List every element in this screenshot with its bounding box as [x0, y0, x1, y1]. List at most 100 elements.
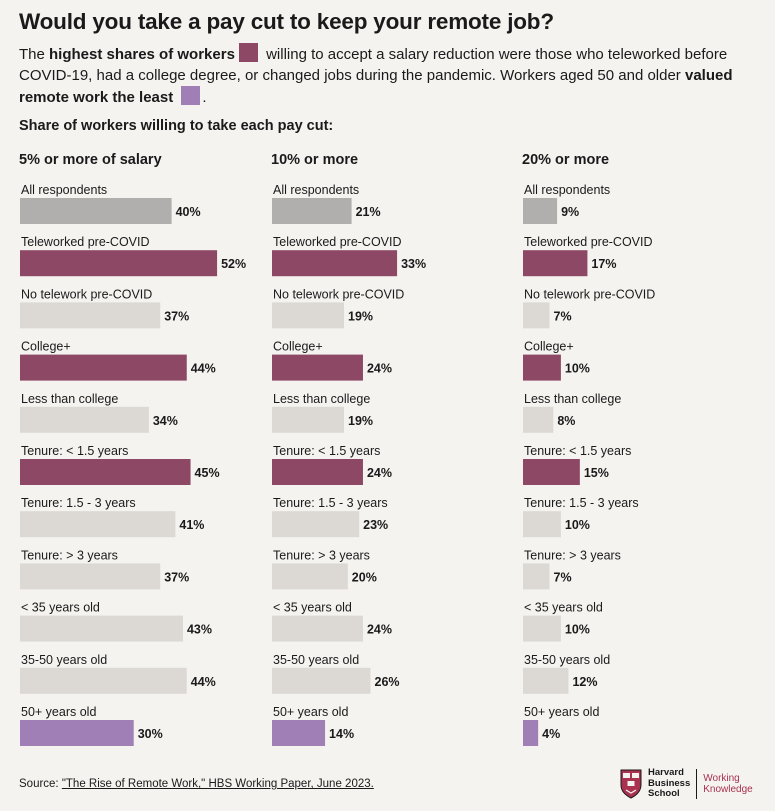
subtitle-bold-2: valued remote work the least — [19, 67, 733, 106]
high-share-swatch — [238, 43, 258, 62]
bar-5pct — [20, 563, 161, 590]
bar-category-label-20pct: Tenure: < 1.5 years — [524, 444, 631, 458]
bar-value-label-5pct: 37% — [164, 570, 189, 584]
bar-value-label-20pct: 7% — [554, 309, 572, 323]
bar-20pct — [523, 459, 580, 485]
subtitle-bold-1: highest shares of workers — [49, 46, 235, 63]
bar-category-label-5pct: Teleworked pre-COVID — [21, 235, 150, 249]
bar-20pct — [523, 198, 558, 224]
bar-5pct — [20, 511, 176, 538]
column-title-5pct: 5% or more of salary — [19, 152, 162, 168]
bar-category-label-5pct: 50+ years old — [21, 705, 96, 719]
bar-value-label-20pct: 12% — [572, 675, 597, 689]
bar-20pct — [523, 250, 588, 277]
bar-value-label-5pct: 34% — [153, 414, 178, 428]
bar-category-label-20pct: Tenure: 1.5 - 3 years — [524, 496, 639, 510]
bar-category-label-20pct: 35-50 years old — [524, 653, 610, 667]
bar-value-label-20pct: 8% — [557, 414, 575, 428]
bar-20pct — [523, 615, 561, 642]
bar-category-label-10pct: 35-50 years old — [273, 653, 359, 667]
bar-value-label-5pct: 44% — [191, 675, 216, 689]
bar-value-label-20pct: 10% — [565, 518, 590, 532]
bar-value-label-10pct: 26% — [375, 675, 400, 689]
bar-category-label-20pct: Less than college — [524, 392, 621, 406]
bar-5pct — [20, 720, 134, 746]
wk-line-1: Working — [703, 773, 740, 784]
bar-category-label-10pct: All respondents — [273, 183, 359, 197]
bar-20pct — [523, 302, 550, 329]
bar-value-label-5pct: 52% — [221, 257, 246, 271]
bar-category-label-20pct: All respondents — [524, 183, 610, 197]
bar-category-label-5pct: Tenure: 1.5 - 3 years — [21, 496, 136, 510]
bar-category-label-10pct: Teleworked pre-COVID — [273, 235, 402, 249]
bar-10pct — [272, 302, 345, 329]
bar-value-label-10pct: 24% — [367, 362, 392, 376]
bar-category-label-20pct: 50+ years old — [524, 705, 599, 719]
bar-category-label-5pct: < 35 years old — [21, 601, 100, 615]
bar-category-label-20pct: Tenure: > 3 years — [524, 548, 621, 562]
bar-10pct — [272, 667, 371, 694]
bar-value-label-10pct: 24% — [367, 466, 392, 480]
bar-5pct — [20, 615, 183, 642]
bar-value-label-20pct: 7% — [554, 570, 572, 584]
bar-category-label-10pct: Tenure: 1.5 - 3 years — [273, 496, 388, 510]
column-title-20pct: 20% or more — [522, 152, 610, 168]
bar-value-label-10pct: 21% — [356, 205, 381, 219]
column-title-10pct: 10% or more — [271, 152, 359, 168]
bar-5pct — [20, 250, 218, 277]
bar-category-label-5pct: Tenure: < 1.5 years — [21, 444, 128, 458]
bar-10pct — [272, 511, 360, 538]
bar-value-label-5pct: 30% — [138, 727, 163, 741]
bar-category-label-5pct: College+ — [21, 340, 71, 354]
bar-category-label-10pct: Tenure: < 1.5 years — [273, 444, 380, 458]
bar-value-label-10pct: 23% — [363, 518, 388, 532]
bar-category-label-10pct: 50+ years old — [273, 705, 348, 719]
bar-value-label-5pct: 40% — [176, 205, 201, 219]
hbs-wordmark: Harvard Business School — [648, 768, 690, 800]
bar-category-label-5pct: No telework pre-COVID — [21, 287, 152, 301]
bar-category-label-20pct: < 35 years old — [524, 601, 603, 615]
bar-5pct — [20, 406, 149, 433]
bar-category-label-10pct: College+ — [273, 340, 323, 354]
bar-value-label-5pct: 37% — [164, 309, 189, 323]
bar-10pct — [272, 720, 326, 746]
subtitle-text-2: willing to accept a salary reduction wer… — [19, 46, 728, 84]
low-share-swatch — [181, 86, 201, 105]
bar-5pct — [20, 354, 187, 381]
bar-value-label-20pct: 15% — [584, 466, 609, 480]
bar-category-label-5pct: All respondents — [21, 183, 107, 197]
source-prefix: Source: — [19, 778, 62, 790]
bar-20pct — [523, 406, 554, 433]
hbs-line-3: School — [648, 788, 680, 800]
bar-10pct — [272, 615, 363, 642]
hbs-line-1: Harvard — [648, 767, 684, 779]
subtitle-text-3: . — [202, 89, 207, 106]
bar-category-label-20pct: College+ — [524, 340, 574, 354]
hbs-line-2: Business — [648, 777, 691, 789]
bar-category-label-20pct: No telework pre-COVID — [524, 287, 655, 301]
bar-value-label-5pct: 45% — [195, 466, 220, 480]
bar-value-label-5pct: 41% — [179, 518, 204, 532]
bar-value-label-20pct: 17% — [591, 257, 616, 271]
bar-20pct — [523, 720, 539, 746]
wk-line-2: Knowledge — [703, 784, 753, 795]
bar-value-label-10pct: 14% — [329, 727, 354, 741]
bar-5pct — [20, 302, 161, 329]
bar-10pct — [272, 459, 363, 485]
bar-5pct — [20, 667, 187, 694]
share-heading: Share of workers willing to take each pa… — [19, 118, 334, 134]
bar-value-label-20pct: 4% — [542, 727, 560, 741]
bar-value-label-5pct: 44% — [191, 362, 216, 376]
source-link[interactable]: "The Rise of Remote Work," HBS Working P… — [61, 778, 374, 790]
bar-category-label-10pct: No telework pre-COVID — [273, 287, 404, 301]
bar-category-label-10pct: < 35 years old — [273, 601, 352, 615]
source-note: Source: "The Rise of Remote Work," HBS W… — [19, 778, 374, 790]
bar-5pct — [20, 459, 191, 485]
logo-divider — [696, 769, 698, 799]
bar-5pct — [20, 198, 172, 224]
bar-value-label-5pct: 43% — [187, 623, 212, 637]
bar-10pct — [272, 406, 345, 433]
bar-value-label-20pct: 10% — [565, 362, 590, 376]
bar-value-label-20pct: 9% — [561, 205, 579, 219]
chart-title: Would you take a pay cut to keep your re… — [19, 9, 554, 34]
